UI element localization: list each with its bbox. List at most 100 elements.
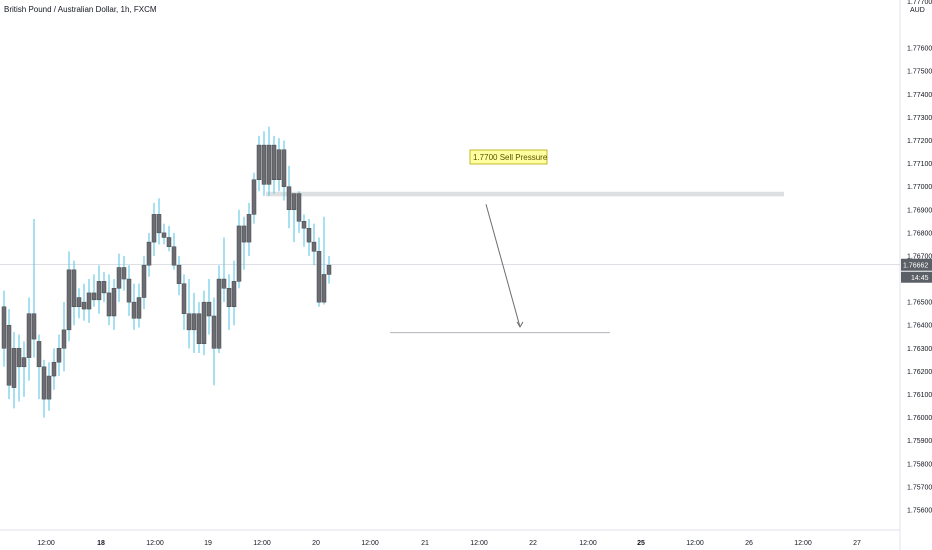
- candle-body: [31, 313, 37, 340]
- price-tick-label: 1.77700: [907, 0, 932, 6]
- candle-body: [61, 329, 67, 349]
- price-tick-label: 1.76500: [907, 300, 932, 307]
- candle-body: [216, 278, 222, 349]
- candle-body: [71, 269, 77, 308]
- candle-body: [321, 274, 327, 303]
- time-tick-label: 18: [97, 540, 105, 547]
- last-price-badge: [901, 258, 932, 271]
- candle-body: [11, 348, 17, 388]
- candle-body: [171, 246, 177, 266]
- price-tick-label: 1.77100: [907, 161, 932, 168]
- candle-body: [306, 227, 312, 243]
- sell-pressure-zone-box: [266, 191, 784, 197]
- time-tick-label: 22: [529, 540, 537, 547]
- candle-body: [111, 288, 117, 317]
- candle-body: [226, 288, 232, 308]
- candle-body: [51, 361, 57, 377]
- price-tick-label: 1.75900: [907, 438, 932, 445]
- candle-body: [266, 144, 272, 185]
- price-tick-label: 1.77300: [907, 115, 932, 122]
- candle-body: [121, 267, 127, 280]
- countdown-label: 14:45: [911, 275, 929, 282]
- sell-pressure-label-box: [469, 149, 548, 165]
- candle-body: [161, 232, 167, 238]
- candle-body: [151, 214, 157, 243]
- candle-body: [141, 264, 147, 298]
- price-tick-label: 1.76400: [907, 323, 932, 330]
- candle-body: [286, 186, 292, 211]
- time-tick-label: 12:00: [579, 540, 597, 547]
- price-tick-label: 1.77200: [907, 138, 932, 145]
- time-tick-label: 19: [204, 540, 212, 547]
- candle-body: [251, 179, 257, 215]
- price-tick-label: 1.75600: [907, 508, 932, 515]
- time-axis: 12:00 18 12:00 19 12:00 20 12:00 21 12:00 22 12:00…: [37, 540, 861, 547]
- candle-body: [231, 281, 237, 308]
- arrow-line: [485, 204, 521, 327]
- candle-body: [191, 313, 197, 331]
- last-price-label: 1.76662: [903, 263, 928, 270]
- price-tick-label: 1.76300: [907, 346, 932, 353]
- price-tick-label: 1.76200: [907, 369, 932, 376]
- time-tick-label: 12:00: [37, 540, 55, 547]
- price-tick-label: 1.76900: [907, 207, 932, 214]
- price-tick-label: 1.77600: [907, 46, 932, 53]
- sell-pressure-label-text: 1.7700 Sell Pressure: [473, 153, 548, 162]
- candle-body: [271, 144, 277, 180]
- candle-body: [116, 267, 122, 289]
- candle-body: [296, 193, 302, 222]
- candle-body: [66, 269, 72, 331]
- candle-body: [46, 375, 52, 400]
- candle-body: [1, 306, 7, 349]
- price-tick-label: 1.76700: [907, 253, 932, 260]
- candles: [1, 126, 332, 418]
- candle-body: [201, 301, 207, 344]
- price-tick-label: 1.76000: [907, 415, 932, 422]
- currency-label: AUD: [910, 7, 925, 14]
- candle-body: [166, 237, 172, 247]
- price-tick-label: 1.77500: [907, 69, 932, 76]
- price-tick-label: 1.77400: [907, 92, 932, 99]
- time-tick-label: 12:00: [361, 540, 379, 547]
- candle-body: [186, 313, 192, 331]
- price-tick-label: 1.76100: [907, 392, 932, 399]
- candle-body: [316, 251, 322, 303]
- time-tick-label: 20: [312, 540, 320, 547]
- candle-body: [281, 149, 287, 187]
- time-tick-label: 12:00: [686, 540, 704, 547]
- candle-body: [196, 313, 202, 344]
- candle-body: [6, 324, 12, 386]
- price-axis: 1.77600 1.77500 1.77400 1.77300 1.77200 1.771…: [901, 0, 932, 515]
- candle-body: [91, 292, 97, 301]
- candle-body: [291, 193, 297, 211]
- candle-body: [301, 221, 307, 229]
- countdown-badge: [901, 271, 932, 283]
- candle-body: [236, 225, 242, 282]
- candle-body: [136, 297, 142, 319]
- sell-pressure-label: 1.7700 Sell Pressure: [469, 149, 548, 165]
- candle-body: [76, 297, 82, 308]
- price-tick-label: 1.75800: [907, 461, 932, 468]
- candle-body: [36, 341, 42, 368]
- candle-body: [16, 348, 22, 368]
- price-tick-label: 1.76800: [907, 230, 932, 237]
- candle-body: [146, 241, 152, 266]
- candle-body: [41, 366, 47, 400]
- candle-body: [101, 281, 107, 294]
- candle-body: [56, 348, 62, 363]
- price-tick-label: 1.77000: [907, 184, 932, 191]
- candle-body: [96, 281, 102, 301]
- candle-body: [181, 283, 187, 314]
- candle-body: [131, 301, 137, 319]
- candle-body: [126, 278, 132, 303]
- candle-body: [311, 241, 317, 252]
- time-tick-label: 25: [637, 540, 645, 547]
- candle-body: [261, 144, 267, 185]
- candle-body: [246, 214, 252, 243]
- time-tick-label: 27: [853, 540, 861, 547]
- arrow-head: [516, 321, 524, 328]
- candle-body: [326, 264, 332, 275]
- annotations: 1.7700 Sell Pressure: [390, 149, 610, 334]
- candle-body: [81, 301, 87, 310]
